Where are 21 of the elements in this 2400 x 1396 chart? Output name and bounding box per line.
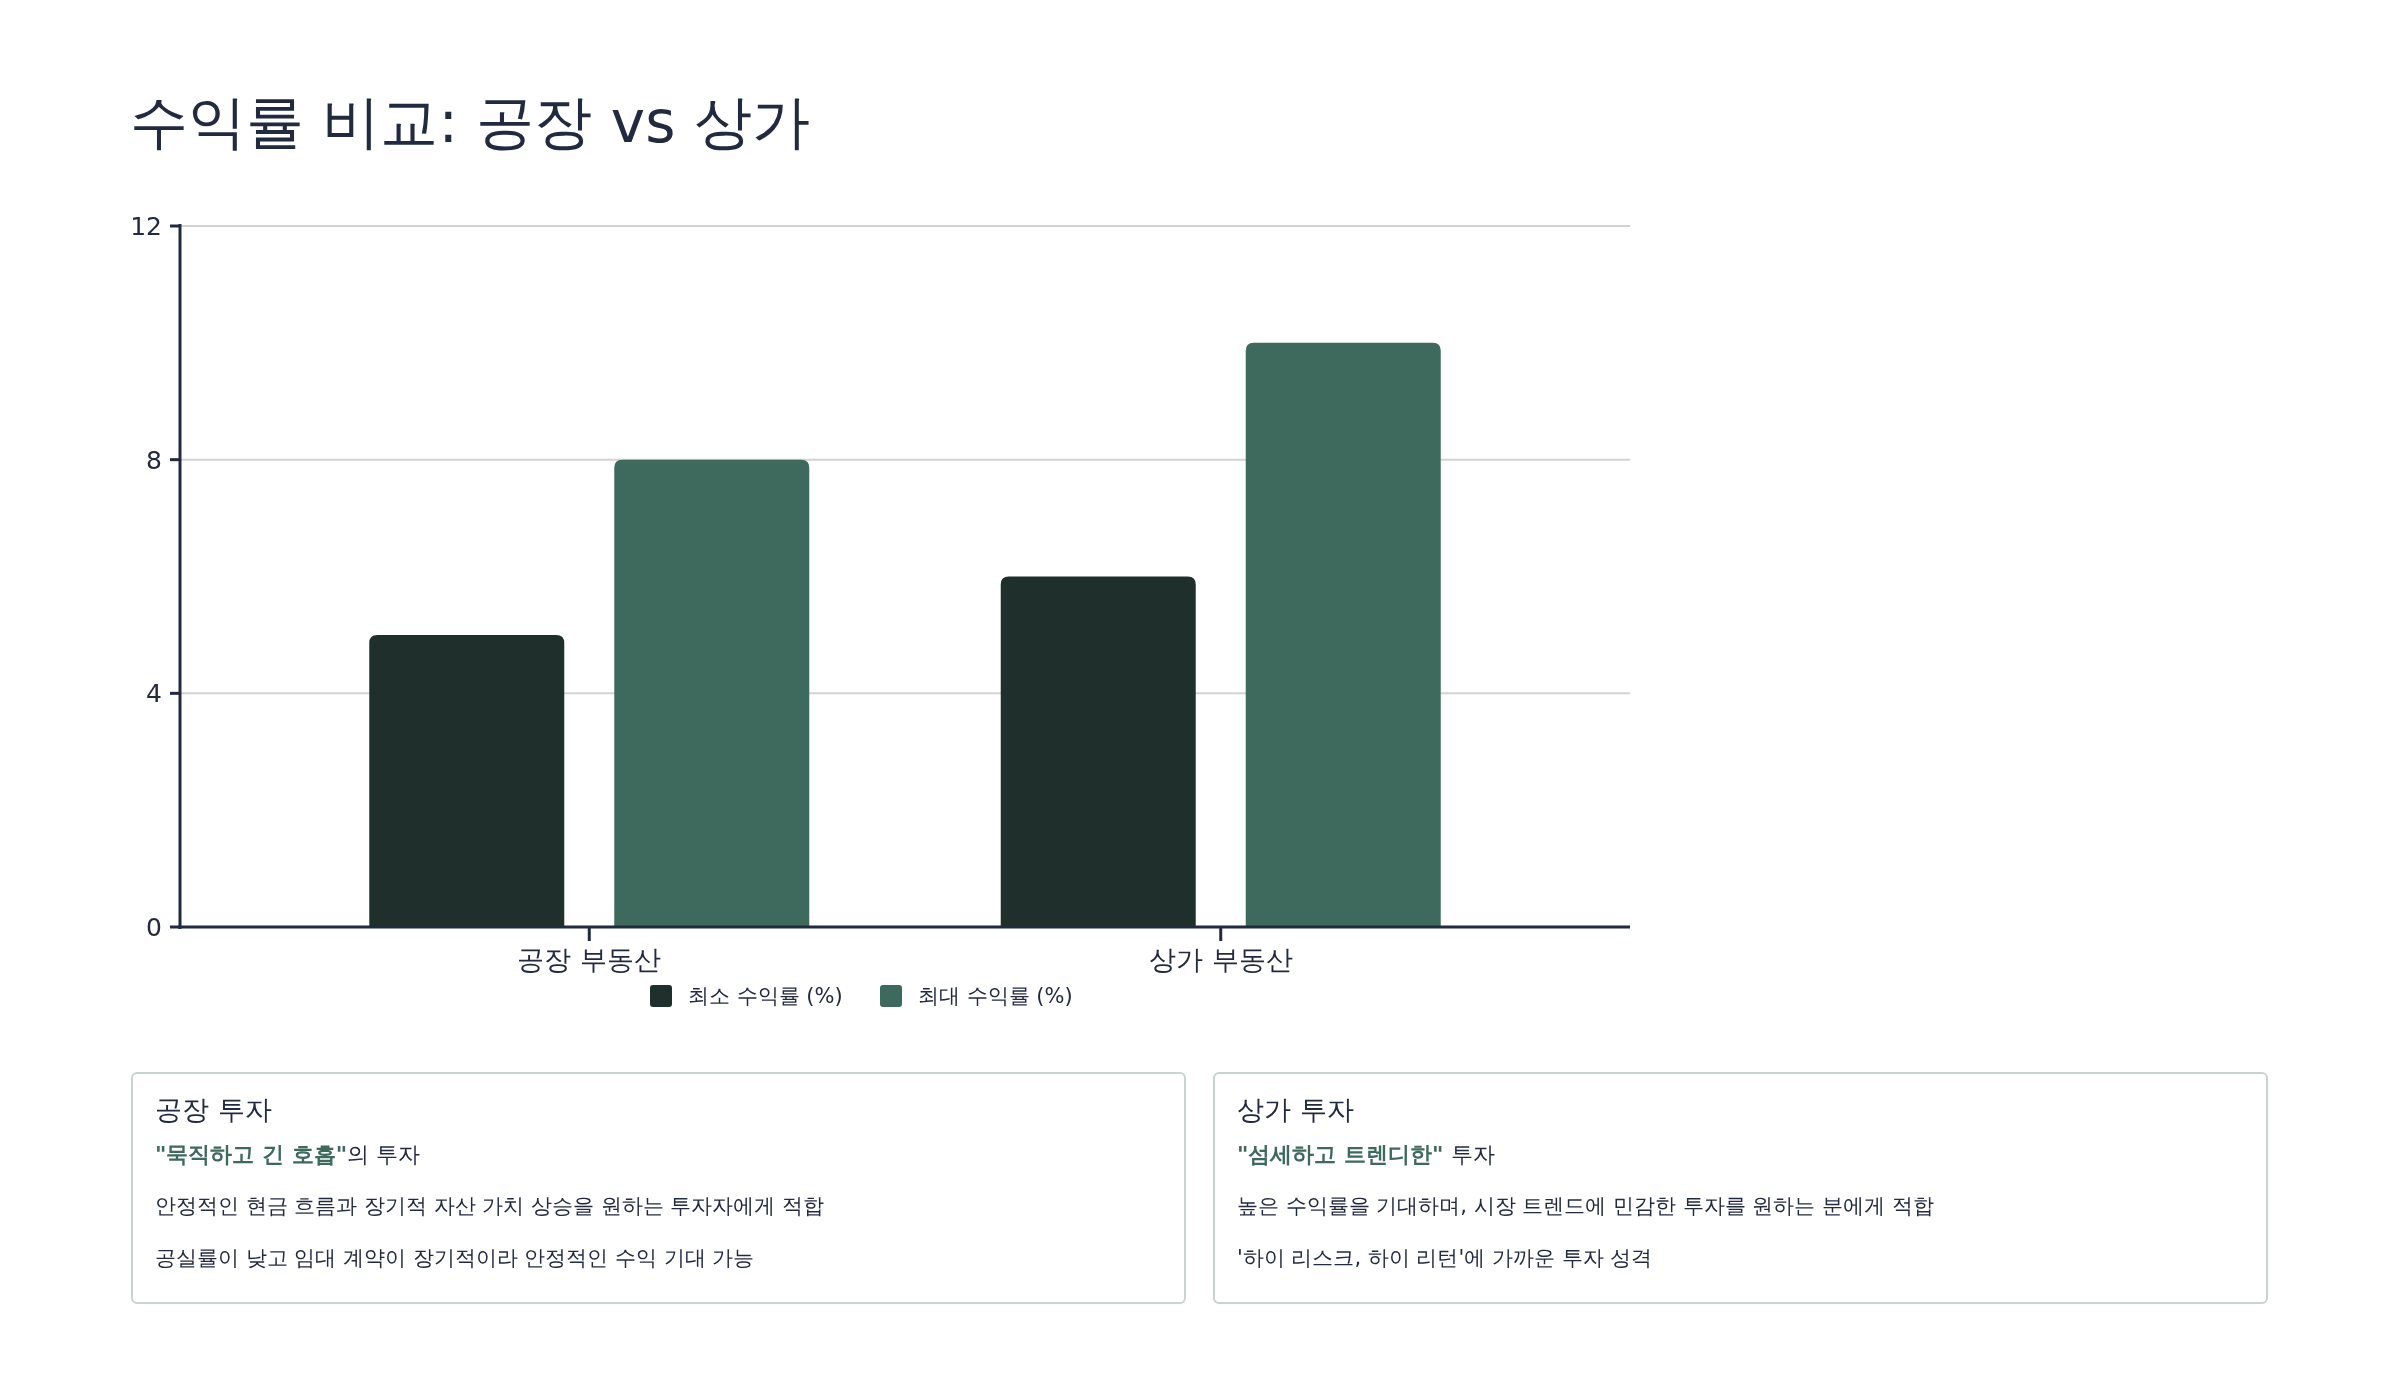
y-tick-label: 8 xyxy=(146,445,162,475)
legend-label: 최소 수익률 (%) xyxy=(688,984,843,1008)
chart-title: 수익률 비교: 공장 vs 상가 xyxy=(130,88,810,156)
x-tick-label: 상가 부동산 xyxy=(1148,944,1293,975)
text: '하이 리스크, 하이 리턴'에 가까운 투자 성격 xyxy=(1237,1245,1654,1272)
text: 상가 투자 xyxy=(1237,1093,1355,1127)
y-tick-label: 0 xyxy=(146,913,162,942)
text: "섬세하고 트렌디한" 투자 xyxy=(1237,1141,1496,1169)
y-tick-label: 12 xyxy=(130,212,162,241)
text: "묵직하고 긴 호흡"의 투자 xyxy=(155,1141,422,1169)
bar xyxy=(1000,576,1196,927)
legend-label: 최대 수익률 (%) xyxy=(918,984,1073,1008)
y-tick-label: 4 xyxy=(146,679,162,709)
text: 높은 수익률을 기대하며, 시장 트렌드에 민감한 투자를 원하는 분에게 적합 xyxy=(1237,1193,1935,1220)
text: 공장 투자 xyxy=(155,1093,273,1127)
bar xyxy=(1245,342,1441,927)
bar xyxy=(614,459,810,927)
x-tick-label: 공장 부동산 xyxy=(517,944,662,975)
text: 안정적인 현금 흐름과 장기적 자산 가치 상승을 원하는 투자자에게 적합 xyxy=(155,1193,826,1220)
text: 공실률이 낮고 임대 계약이 장기적이라 안정적인 수익 기대 가능 xyxy=(155,1245,756,1272)
bar xyxy=(369,634,565,927)
